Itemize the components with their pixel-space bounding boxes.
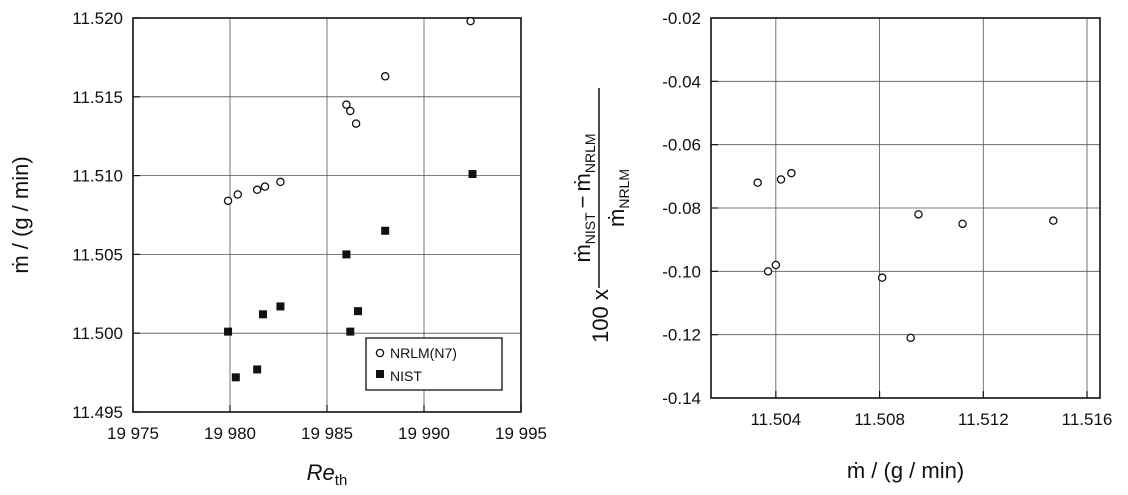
right-chart-point-series-0: [914, 210, 923, 219]
right-chart-point-series-0: [776, 175, 786, 184]
legend-marker-nist: [376, 370, 384, 378]
right-chart-point-series-0: [906, 333, 915, 343]
right-chart-point-series-0: [753, 178, 762, 187]
y-label-den-sub: NRLM: [616, 169, 632, 209]
y-label-num-b-sub: NRLM: [582, 133, 598, 173]
left-chart-point-nist: [258, 310, 267, 319]
left-chart-x-label-main: Re: [307, 460, 335, 485]
left-chart-y-tick-label: 11.495: [72, 403, 123, 422]
right-chart-y-tick-label: -0.14: [662, 389, 701, 408]
right-chart-point-series-0: [763, 267, 773, 276]
left-chart-y-tick-label: 11.510: [72, 167, 123, 186]
right-chart-point-series-0: [958, 219, 967, 229]
left-chart-point-nrlm-n7-: [233, 190, 243, 199]
left-chart-point-nrlm-n7-: [252, 185, 262, 195]
left-chart-x-tick-label: 19 990: [398, 424, 450, 443]
right-chart-x-axis-label: ṁ / (g / min): [847, 458, 964, 483]
left-chart-point-nist: [231, 373, 240, 382]
left-chart-x-axis-label: Reth: [307, 460, 348, 489]
y-label-num-a: ṁ: [570, 244, 595, 262]
right-chart-x-tick-label: 11.508: [854, 410, 905, 429]
left-chart-point-nist: [276, 302, 285, 311]
left-chart-point-nist: [346, 327, 355, 336]
y-label-num-a-sub: NIST: [582, 212, 598, 244]
left-chart-x-tick-label: 19 975: [107, 424, 159, 443]
left-chart-x-ticks: 19 975 19 980 19 985 19 990 19 995: [107, 405, 547, 443]
right-chart-x-ticks: 11.504 11.508 11.512 11.516: [750, 391, 1112, 429]
left-chart-point-nrlm-n7-: [466, 16, 475, 26]
right-chart-y-tick-label: -0.04: [662, 72, 701, 91]
y-label-prefix: 100 x: [588, 289, 613, 343]
left-chart-x-tick-label: 19 985: [301, 424, 353, 443]
right-chart-y-axis-label: 100 x ṁNIST−ṁNRLM ṁNRLM: [570, 88, 632, 343]
left-chart-point-nrlm-n7-: [276, 177, 285, 187]
right-chart-y-tick-label: -0.02: [662, 9, 701, 28]
left-chart-point-nist: [224, 327, 233, 336]
left-chart-point-nist: [381, 226, 390, 235]
y-label-den: ṁ: [604, 209, 629, 227]
right-chart-y-ticks: -0.14 -0.12 -0.10 -0.08 -0.06 -0.04 -0.02: [662, 9, 718, 408]
legend-marker-nrlm: [375, 348, 385, 358]
right-chart-x-tick-label: 11.512: [958, 410, 1009, 429]
left-chart-point-nist: [253, 365, 262, 374]
left-chart-point-nist: [342, 250, 351, 259]
left-chart-y-tick-label: 11.520: [72, 9, 123, 28]
left-chart-point-nrlm-n7-: [260, 182, 270, 191]
y-label-numerator: ṁNIST−ṁNRLM: [570, 133, 598, 262]
left-chart-point-nrlm-n7-: [380, 72, 390, 81]
right-chart-x-tick-label: 11.504: [750, 410, 801, 429]
y-label-minus: −: [570, 195, 595, 208]
right-chart: 11.504 11.508 11.512 11.516 -0.14 -0.12 -0.10…: [570, 9, 1112, 483]
left-chart-x-label-sub: th: [335, 472, 348, 489]
legend-box: [365, 337, 503, 391]
y-label-num-b: ṁ: [570, 173, 595, 191]
left-chart-y-ticks: 11.495 11.500 11.505 11.510 11.515 11.520: [72, 9, 140, 422]
left-chart-y-tick-label: 11.505: [72, 245, 123, 264]
left-chart-legend: NRLM(N7) NIST: [365, 337, 503, 391]
left-chart-point-nrlm-n7-: [351, 119, 361, 128]
left-chart-y-tick-label: 11.515: [72, 88, 123, 107]
right-chart-point-series-0: [1049, 216, 1058, 225]
left-chart-point-nrlm-n7-: [342, 100, 351, 109]
left-chart-y-axis-label: ṁ / (g / min): [8, 156, 33, 273]
left-chart-point-nist: [468, 170, 477, 179]
left-chart-point-nist: [354, 307, 363, 316]
left-chart-points: [223, 16, 477, 382]
right-chart-point-series-0: [771, 260, 781, 270]
right-chart-point-series-0: [877, 273, 887, 282]
right-chart-points: [753, 168, 1058, 343]
right-chart-y-tick-label: -0.08: [662, 199, 701, 218]
left-chart-x-tick-label: 19 980: [204, 424, 256, 443]
right-chart-y-tick-label: -0.10: [662, 262, 701, 281]
right-chart-x-tick-label: 11.516: [1062, 410, 1113, 429]
left-chart: 19 975 19 980 19 985 19 990 19 995 11.49511.…: [8, 9, 547, 489]
left-chart-x-tick-label: 19 995: [495, 424, 547, 443]
right-chart-y-tick-label: -0.12: [662, 326, 701, 345]
right-chart-point-series-0: [787, 168, 796, 178]
y-label-denominator: ṁNRLM: [604, 169, 632, 227]
left-chart-point-nrlm-n7-: [346, 106, 355, 116]
right-chart-y-tick-label: -0.06: [662, 136, 701, 155]
legend-label-nist: NIST: [390, 368, 422, 384]
legend-label-nrlm: NRLM(N7): [390, 345, 457, 361]
left-chart-point-nrlm-n7-: [223, 196, 233, 206]
left-chart-y-tick-label: 11.500: [72, 324, 123, 343]
right-chart-grid: [711, 17, 1100, 399]
